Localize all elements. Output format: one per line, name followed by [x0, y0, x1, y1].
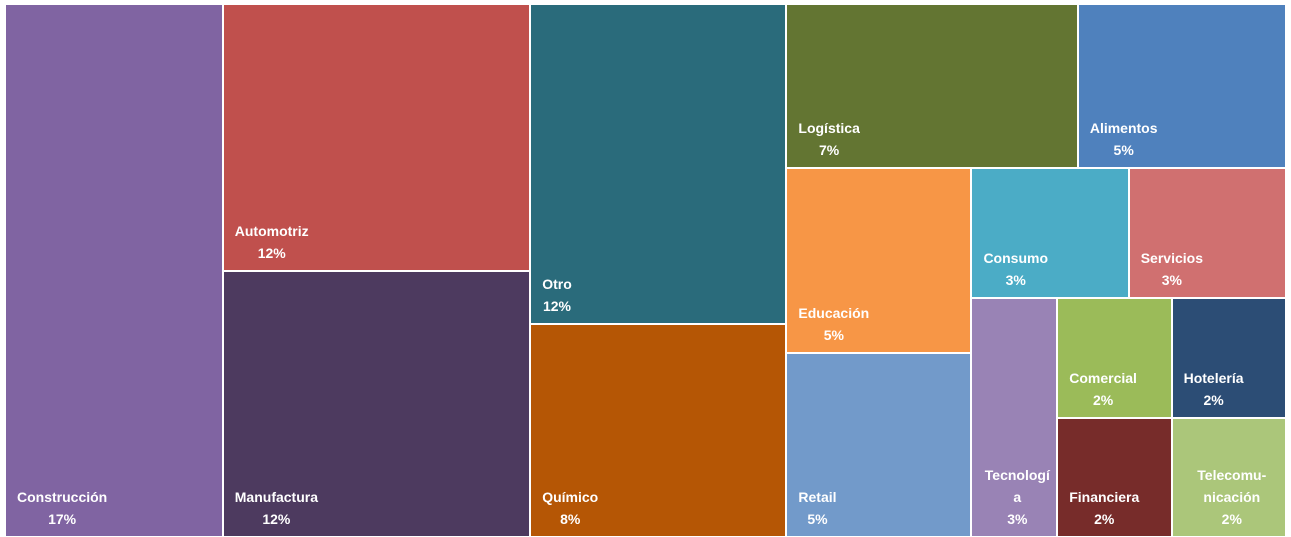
tile: Logística 7%	[786, 4, 1078, 168]
tile-label: Servicios 3%	[1141, 247, 1203, 291]
tile-label: Manufactura 12%	[235, 486, 318, 530]
tile-label: Alimentos 5%	[1090, 117, 1158, 161]
category-label: Servicios	[1140, 250, 1203, 267]
value-label: 2%	[1094, 510, 1115, 527]
tile-label: Retail 5%	[798, 486, 836, 530]
value-label: 2%	[1221, 510, 1242, 527]
category-label: Hotelería	[1183, 369, 1244, 386]
tile: Telecomu-nicación 2%	[1171, 417, 1286, 537]
tile: Servicios 3%	[1128, 168, 1286, 299]
value-label: 5%	[1113, 142, 1134, 158]
tile-label: Financiera 2%	[1069, 486, 1139, 530]
value-label: 12%	[257, 244, 286, 261]
value-label: 5%	[823, 326, 844, 343]
value-label: 8%	[560, 510, 581, 527]
category-label: Consumo	[983, 250, 1048, 267]
category-label: Químico	[542, 488, 599, 505]
value-label: 3%	[1007, 510, 1028, 527]
value-label: 7%	[819, 142, 840, 158]
tile-label: Tecnología 3%	[983, 464, 1051, 530]
category-label: Financiera	[1069, 488, 1140, 505]
tile-label: Consumo 3%	[983, 247, 1048, 291]
category-label: Otro	[542, 275, 572, 292]
category-label: Retail	[798, 489, 837, 505]
tile-label: Químico 8%	[542, 486, 598, 530]
category-label: Telecomu-nicación	[1197, 466, 1267, 505]
value-label: 3%	[1005, 272, 1026, 289]
category-label: Alimentos	[1089, 120, 1158, 136]
value-label: 5%	[807, 511, 828, 527]
tile-label: Automotriz 12%	[235, 220, 309, 264]
category-label: Construcción	[17, 489, 108, 505]
tile: Químico 8%	[530, 323, 787, 537]
tile-label: Hotelería 2%	[1184, 367, 1244, 411]
category-label: Tecnología	[984, 466, 1050, 505]
category-label: Manufactura	[234, 489, 318, 505]
tile: Tecnología 3%	[971, 298, 1058, 537]
value-label: 2%	[1203, 391, 1224, 408]
tile: Automotriz 12%	[222, 4, 531, 271]
tile: Construcción 17%	[5, 4, 223, 537]
tile: Alimentos 5%	[1077, 4, 1286, 168]
tile: Educación 5%	[786, 168, 972, 353]
tile: Retail 5%	[786, 352, 972, 537]
value-label: 2%	[1092, 391, 1114, 408]
tile-label: Comercial 2%	[1069, 367, 1137, 411]
tile-label: Telecomu-nicación 2%	[1184, 464, 1280, 530]
tile-label: Logística 7%	[798, 117, 859, 161]
value-label: 17%	[48, 511, 77, 527]
tile-label: Educación 5%	[798, 302, 869, 346]
category-label: Automotriz	[234, 222, 309, 239]
category-label: Logística	[798, 120, 860, 136]
tile-label: Otro 12%	[542, 273, 572, 317]
tile: Manufactura 12%	[222, 270, 531, 537]
value-label: 12%	[542, 297, 571, 314]
tile: Comercial 2%	[1057, 298, 1172, 418]
category-label: Comercial	[1069, 369, 1137, 386]
tile: Financiera 2%	[1057, 417, 1172, 537]
tile: Otro 12%	[530, 4, 787, 324]
tile: Consumo 3%	[971, 168, 1129, 299]
tile: Hotelería 2%	[1171, 298, 1286, 418]
value-label: 12%	[262, 511, 291, 527]
value-label: 3%	[1161, 272, 1182, 289]
category-label: Educación	[798, 304, 870, 321]
tile-label: Construcción 17%	[17, 486, 107, 530]
